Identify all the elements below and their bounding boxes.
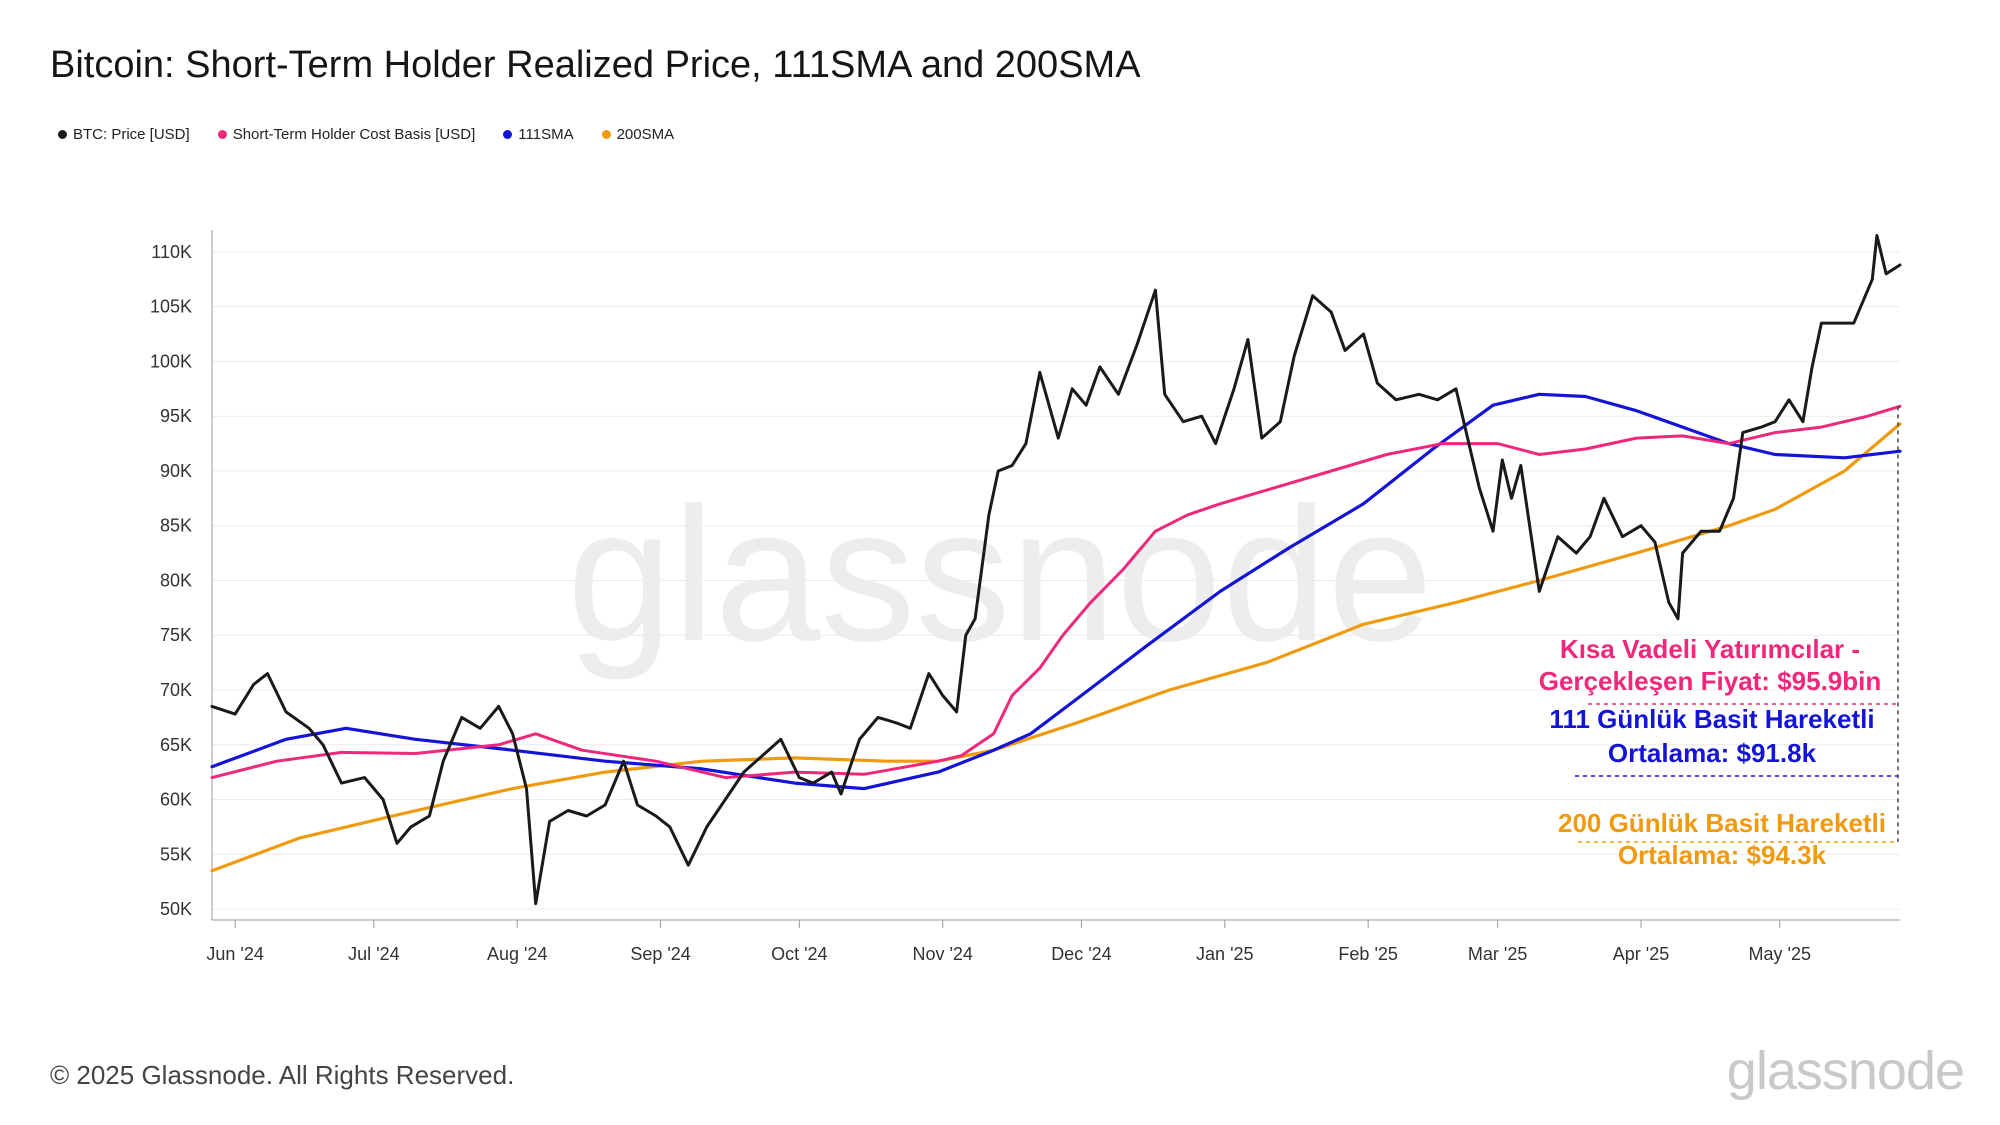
x-tick-label: Nov '24 [912,944,972,964]
x-tick-label: Feb '25 [1338,944,1397,964]
chart-plot: glassnode 50K 55K 60K 65K 70K 75K 80K 85K 90K 95K… [150,230,1902,964]
y-tick-label: 60K [160,790,192,810]
series-lines [210,234,1902,906]
legend-sth-label: Short-Term Holder Cost Basis [USD] [232,126,476,143]
annotation-200sma-line1: 200 Günlük Basit Hareketli [1558,808,1886,838]
annotation-111sma-line2: Ortalama: $91.8k [1608,738,1817,768]
x-axis-labels: Jun '24 Jul '24 Aug '24 Sep '24 Oct '24 Nov '… [206,920,1811,964]
copyright-text: © 2025 Glassnode. All Rights Reserved. [50,1060,515,1090]
watermark: glassnode [567,469,1433,681]
glassnode-logo: glassnode [1726,1041,1965,1101]
x-tick-label: Jan '25 [1196,944,1253,964]
page-title: Bitcoin: Short-Term Holder Realized Pric… [50,44,1141,86]
y-tick-label: 105K [150,297,192,317]
legend-item-price[interactable]: BTC: Price [USD] [58,126,190,143]
legend-111sma-label: 111SMA [518,126,574,143]
y-tick-label: 80K [160,570,192,590]
y-tick-label: 90K [160,461,192,481]
legend-item-200sma[interactable]: 200SMA [601,126,675,143]
btc-price-line [210,234,1902,906]
x-tick-label: Aug '24 [487,944,548,964]
legend-111sma-dot [503,130,513,139]
y-tick-label: 55K [160,844,192,864]
annotation-guides [1575,406,1899,843]
legend-200sma-dot [601,130,611,139]
x-tick-label: Jul '24 [348,944,399,964]
x-tick-label: Dec '24 [1051,944,1111,964]
legend-item-sth[interactable]: Short-Term Holder Cost Basis [USD] [217,126,476,143]
x-tick-label: Apr '25 [1613,944,1669,964]
annotation-sth-line1: Kısa Vadeli Yatırımcılar - [1560,634,1860,664]
annotation-sth: Kısa Vadeli Yatırımcılar - Gerçekleşen F… [1539,634,1882,696]
annotation-111sma-line1: 111 Günlük Basit Hareketli [1549,704,1874,734]
legend-200sma-label: 200SMA [616,126,675,143]
annotation-sth-line2: Gerçekleşen Fiyat: $95.9bin [1539,666,1882,696]
y-tick-label: 70K [160,680,192,700]
x-tick-label: Oct '24 [771,944,827,964]
annotation-111sma: 111 Günlük Basit Hareketli Ortalama: $91… [1549,704,1874,768]
y-tick-label: 85K [160,516,192,536]
y-tick-label: 110K [151,242,192,262]
legend-price-label: BTC: Price [USD] [73,126,190,143]
legend-item-111sma[interactable]: 111SMA [503,126,574,143]
x-tick-label: Sep '24 [630,944,691,964]
legend-sth-dot [217,130,227,139]
sth-cost-basis-line [210,404,1902,780]
y-tick-label: 75K [160,625,192,645]
annotation-200sma: 200 Günlük Basit Hareketli Ortalama: $94… [1558,808,1886,870]
y-tick-label: 50K [160,899,192,919]
annotation-200sma-line2: Ortalama: $94.3k [1618,840,1827,870]
chart-legend: BTC: Price [USD] Short-Term Holder Cost … [58,126,674,143]
y-tick-label: 65K [160,735,192,755]
y-tick-label: 95K [160,406,192,426]
x-tick-label: Jun '24 [206,944,263,964]
x-tick-label: May '25 [1749,944,1811,964]
y-axis-labels: 50K 55K 60K 65K 70K 75K 80K 85K 90K 95K 100K 105K 11… [150,242,192,919]
legend-price-dot [58,130,67,139]
sma111-line [210,392,1902,791]
x-tick-label: Mar '25 [1468,944,1527,964]
y-tick-label: 100K [150,351,192,371]
